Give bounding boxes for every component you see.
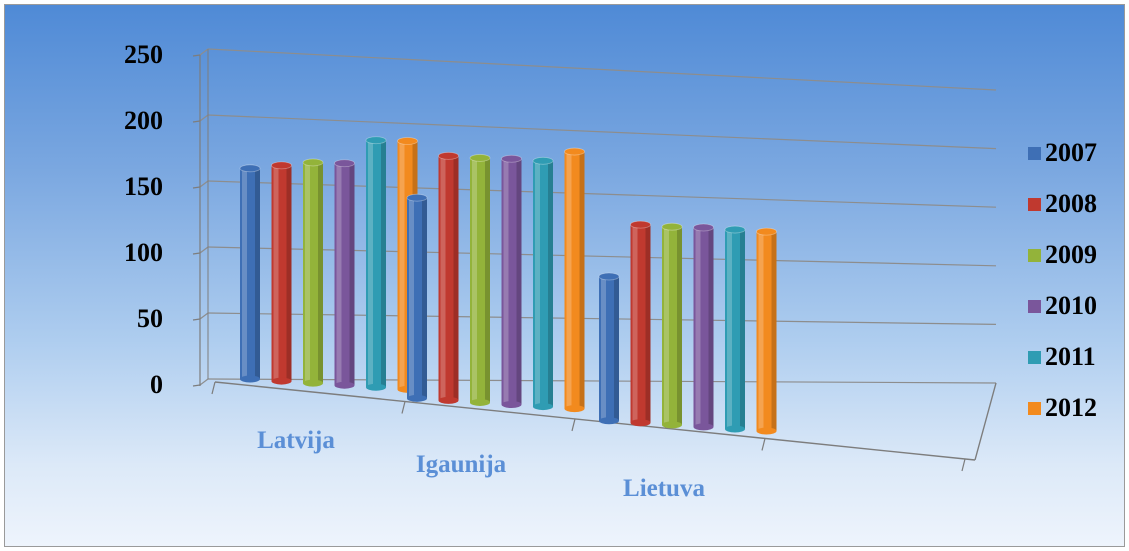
bars — [240, 137, 777, 435]
legend-swatch — [1028, 351, 1041, 364]
legend-item: 2008 — [1028, 189, 1097, 218]
bar-2011-Latvija — [366, 137, 386, 391]
bar-2008-Igaunija — [439, 152, 459, 404]
x-tick-label: Igaunija — [416, 451, 507, 478]
legend-item: 2011 — [1028, 342, 1096, 371]
x-tick-label: Latvija — [257, 427, 335, 454]
legend-label: 2007 — [1045, 138, 1097, 167]
bar-2009-Latvija — [303, 159, 323, 387]
bar-2009-Igaunija — [470, 154, 490, 406]
legend-label: 2011 — [1045, 342, 1096, 371]
bar-2007-Igaunija — [407, 194, 427, 402]
legend-swatch — [1028, 147, 1041, 160]
legend-label: 2009 — [1045, 240, 1097, 269]
legend-item: 2012 — [1028, 393, 1097, 422]
y-tick-label: 100 — [124, 238, 163, 267]
bar-2010-Latvija — [335, 160, 355, 389]
bar-2008-Lietuva — [631, 221, 651, 426]
legend-label: 2008 — [1045, 189, 1097, 218]
legend-item: 2007 — [1028, 138, 1097, 167]
legend-swatch — [1028, 402, 1041, 415]
legend-label: 2010 — [1045, 291, 1097, 320]
bar-2007-Lietuva — [599, 273, 619, 424]
x-tick-label: Lietuva — [623, 475, 705, 502]
legend-item: 2009 — [1028, 240, 1097, 269]
legend-item: 2010 — [1028, 291, 1097, 320]
bar-2011-Igaunija — [533, 157, 553, 410]
chart-area: 0 50 100 150 200 250 Latvija Igaunija Lietuva 2… — [4, 4, 1125, 547]
bar-2009-Lietuva — [662, 223, 682, 428]
x-axis-labels: Latvija Igaunija Lietuva — [257, 427, 705, 502]
bar-chart-3d: 0 50 100 150 200 250 Latvija Igaunija Lietuva 2… — [5, 5, 1125, 547]
bar-2012-Igaunija — [565, 148, 585, 412]
y-tick-label: 150 — [124, 172, 163, 201]
y-tick-label: 50 — [137, 304, 163, 333]
y-tick-label: 0 — [150, 370, 163, 399]
bar-2008-Latvija — [272, 162, 292, 385]
bar-2011-Lietuva — [725, 226, 745, 432]
y-tick-label: 200 — [124, 106, 163, 135]
bar-2010-Lietuva — [694, 224, 714, 430]
legend-swatch — [1028, 249, 1041, 262]
y-tick-label: 250 — [124, 40, 163, 69]
bar-2012-Lietuva — [757, 228, 777, 434]
legend-swatch — [1028, 198, 1041, 211]
legend: 2007 2008 2009 2010 2011 2012 — [1028, 138, 1097, 422]
legend-swatch — [1028, 300, 1041, 313]
bar-2007-Latvija — [240, 165, 260, 383]
bar-2010-Igaunija — [502, 155, 522, 408]
y-axis-labels: 0 50 100 150 200 250 — [124, 40, 163, 399]
legend-label: 2012 — [1045, 393, 1097, 422]
